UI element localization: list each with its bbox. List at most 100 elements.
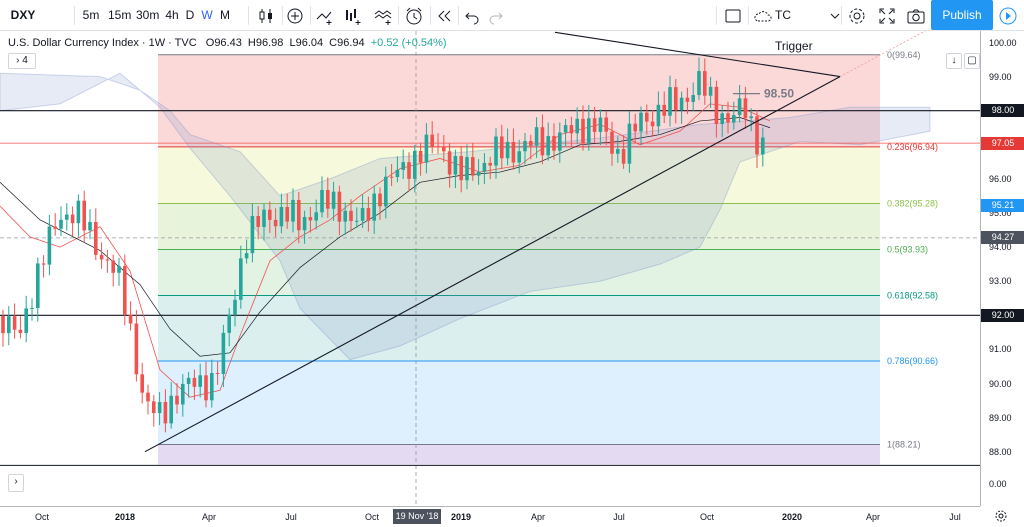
camera-icon[interactable] [905,5,927,27]
settings-icon[interactable] [846,5,868,27]
candle-body [117,266,121,273]
candle-body [198,375,202,387]
interval-4h[interactable]: 4h [165,8,179,22]
interval-m[interactable]: M [220,8,230,22]
candle-body [366,208,371,221]
arrow-down-icon[interactable]: ↓ [946,53,962,69]
interval-w[interactable]: W [201,8,213,22]
templates-icon[interactable] [372,5,394,27]
candle-body [360,208,365,221]
play-icon[interactable] [997,5,1019,27]
settings-gear-icon[interactable] [994,509,1008,523]
price-tick: 100.00 [989,37,1017,48]
chevron-right-icon: › [16,55,20,66]
candle-body [314,212,318,221]
candle-body [53,226,57,229]
candle-body [708,86,713,96]
candle-body [302,217,307,231]
candles-icon[interactable] [255,5,277,27]
interval-30m[interactable]: 30m [136,8,160,22]
candle-body [186,377,191,384]
fib-zone [158,249,880,296]
candle-body [204,375,208,401]
candle-body [326,189,330,209]
candle-body [679,97,684,111]
chart-pane[interactable]: 0(99.64) 0.236(96.94) 0.382(95.28) 0.5(93.9… [0,31,980,506]
time-tick: Jul [285,512,297,522]
publish-button[interactable]: Publish [931,0,993,30]
candle-body [128,314,133,324]
candle-body [500,136,504,159]
indicators-count: 4 [22,55,28,66]
candle-body [732,115,736,123]
interval-5m[interactable]: 5m [82,8,100,22]
candle-body [256,216,260,227]
price-scale[interactable]: 100.0099.0098.0097.0096.0095.0094.0093.0… [980,31,1024,506]
divider [74,6,75,25]
time-tick: Oct [364,512,380,522]
alert-icon[interactable] [403,5,425,27]
fib-label: 1(88.21) [887,440,921,450]
fib-label: 0.236(96.94) [887,142,938,152]
time-tick: 2018 [114,512,136,522]
symbol-search[interactable]: DXY [10,8,36,22]
candle-body [105,259,110,261]
candle-body [511,141,516,163]
candle-body [430,134,434,147]
maximize-icon[interactable]: ▢ [964,53,980,69]
chart-canvas[interactable]: 0(99.64) 0.236(96.94) 0.382(95.28) 0.5(93.9… [0,31,980,506]
candle-body [355,220,359,222]
high-value: 96.98 [255,37,284,49]
candle-body [604,117,608,132]
scroll-right-button[interactable]: › [8,474,24,492]
candle-body [674,87,678,111]
candle-body [598,117,603,132]
time-tick: Jul [949,512,961,522]
time-tick: Oct [34,512,50,522]
time-tick: 2020 [781,512,803,522]
candle-body [697,71,701,96]
alert-dropdown-label[interactable]: TC Trigger [775,8,813,53]
undo-icon[interactable] [461,5,483,27]
candle-body [163,401,168,424]
replay-icon[interactable] [433,5,455,27]
interval-d[interactable]: D [185,8,195,22]
candle-body [70,214,75,224]
bar-chart-icon[interactable] [342,5,364,27]
candle-body [221,332,226,374]
add-compare-icon[interactable] [284,5,306,27]
time-scale[interactable]: Oct 2018 Apr Jul Oct 2019 Apr Jul Oct 2020 Apr Jul … [0,506,980,527]
fib-zone [158,203,880,250]
interval-15m[interactable]: 15m [108,8,132,22]
candle-body [691,95,695,102]
candle-body [488,162,492,166]
candle-body [534,127,539,146]
price-tick: 93.00 [989,276,1012,287]
candle-body [88,221,92,231]
indicators-icon[interactable] [314,5,336,27]
fib-zone [158,54,880,147]
expand-icon[interactable] [876,5,898,27]
candle-body [65,214,69,220]
price-tick: 88.00 [989,446,1012,457]
indicators-toggle-button[interactable]: › 4 [8,53,36,69]
time-tick: Apr [865,512,881,522]
candle-body [575,118,579,134]
candle-body [424,134,429,163]
chevron-down-icon[interactable] [824,5,846,27]
candle-body [378,193,382,207]
candle-body [227,314,231,333]
redo-icon[interactable] [485,5,507,27]
high-label: H [247,37,256,49]
price-tick: 96.00 [989,173,1012,184]
candle-body [540,127,545,156]
candle-body [244,253,249,259]
fullscreen-rect-icon[interactable] [722,5,744,27]
close-label: C [329,37,338,49]
candle-body [517,151,521,163]
candle-body [291,199,295,222]
candle-body [755,116,759,155]
fib-zone [158,295,880,361]
price-label: 97.05 [981,136,1024,150]
cloud-icon[interactable] [752,5,774,27]
